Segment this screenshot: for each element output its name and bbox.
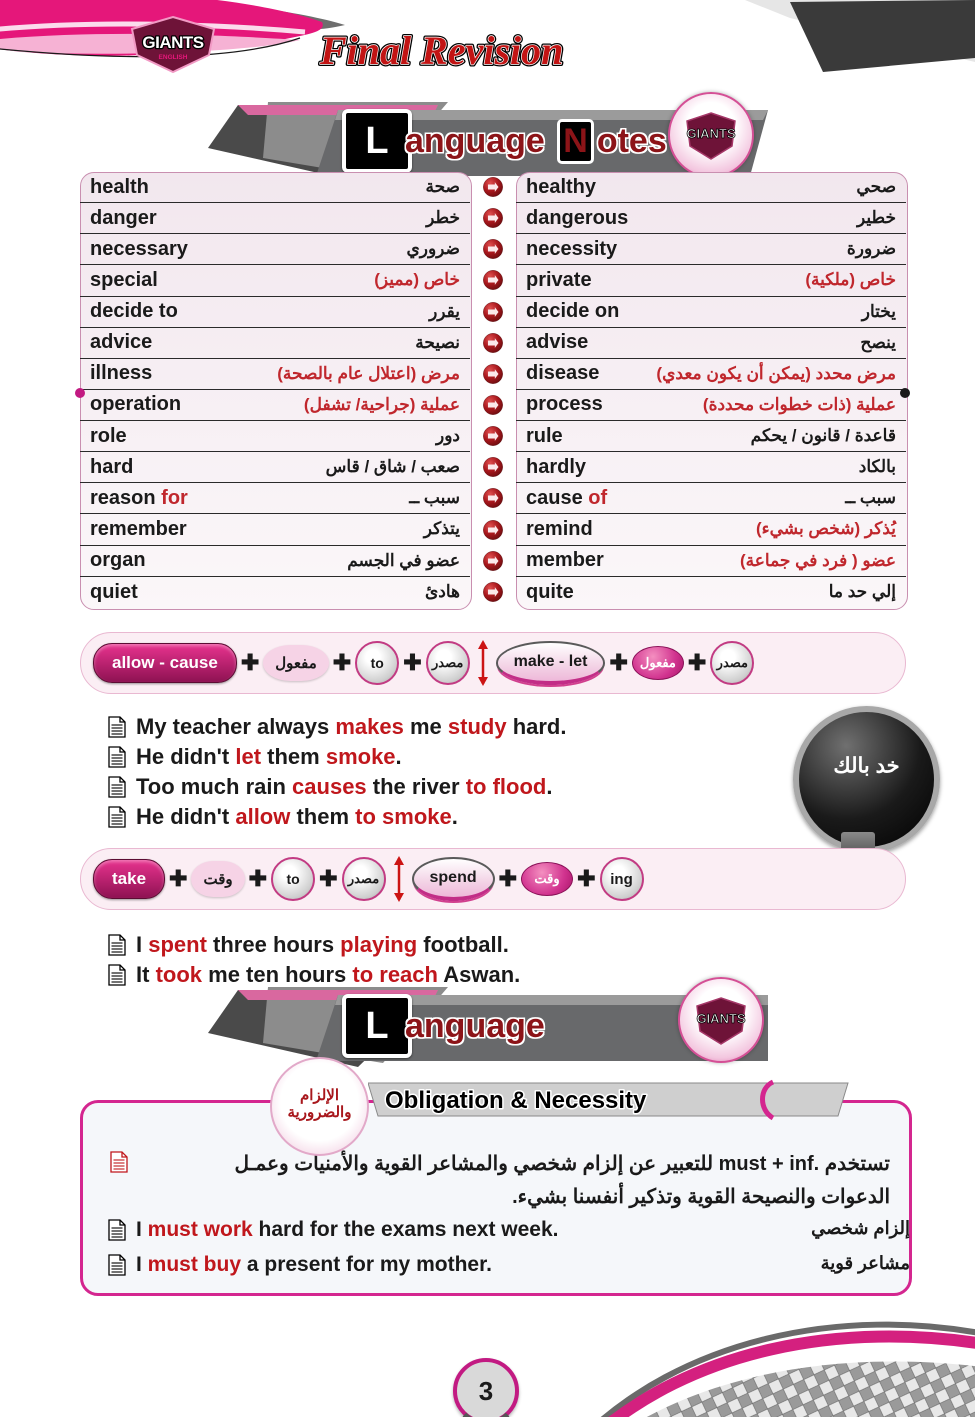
svg-text:GIANTS: GIANTS xyxy=(696,1011,745,1026)
svg-text:GIANTS: GIANTS xyxy=(686,126,735,141)
svg-text:Final Revision: Final Revision xyxy=(319,28,563,73)
svg-text:GIANTS: GIANTS xyxy=(142,33,203,52)
svg-text:Obligation & Necessity: Obligation & Necessity xyxy=(385,1087,647,1114)
svg-text:ENGLISH: ENGLISH xyxy=(159,54,188,61)
